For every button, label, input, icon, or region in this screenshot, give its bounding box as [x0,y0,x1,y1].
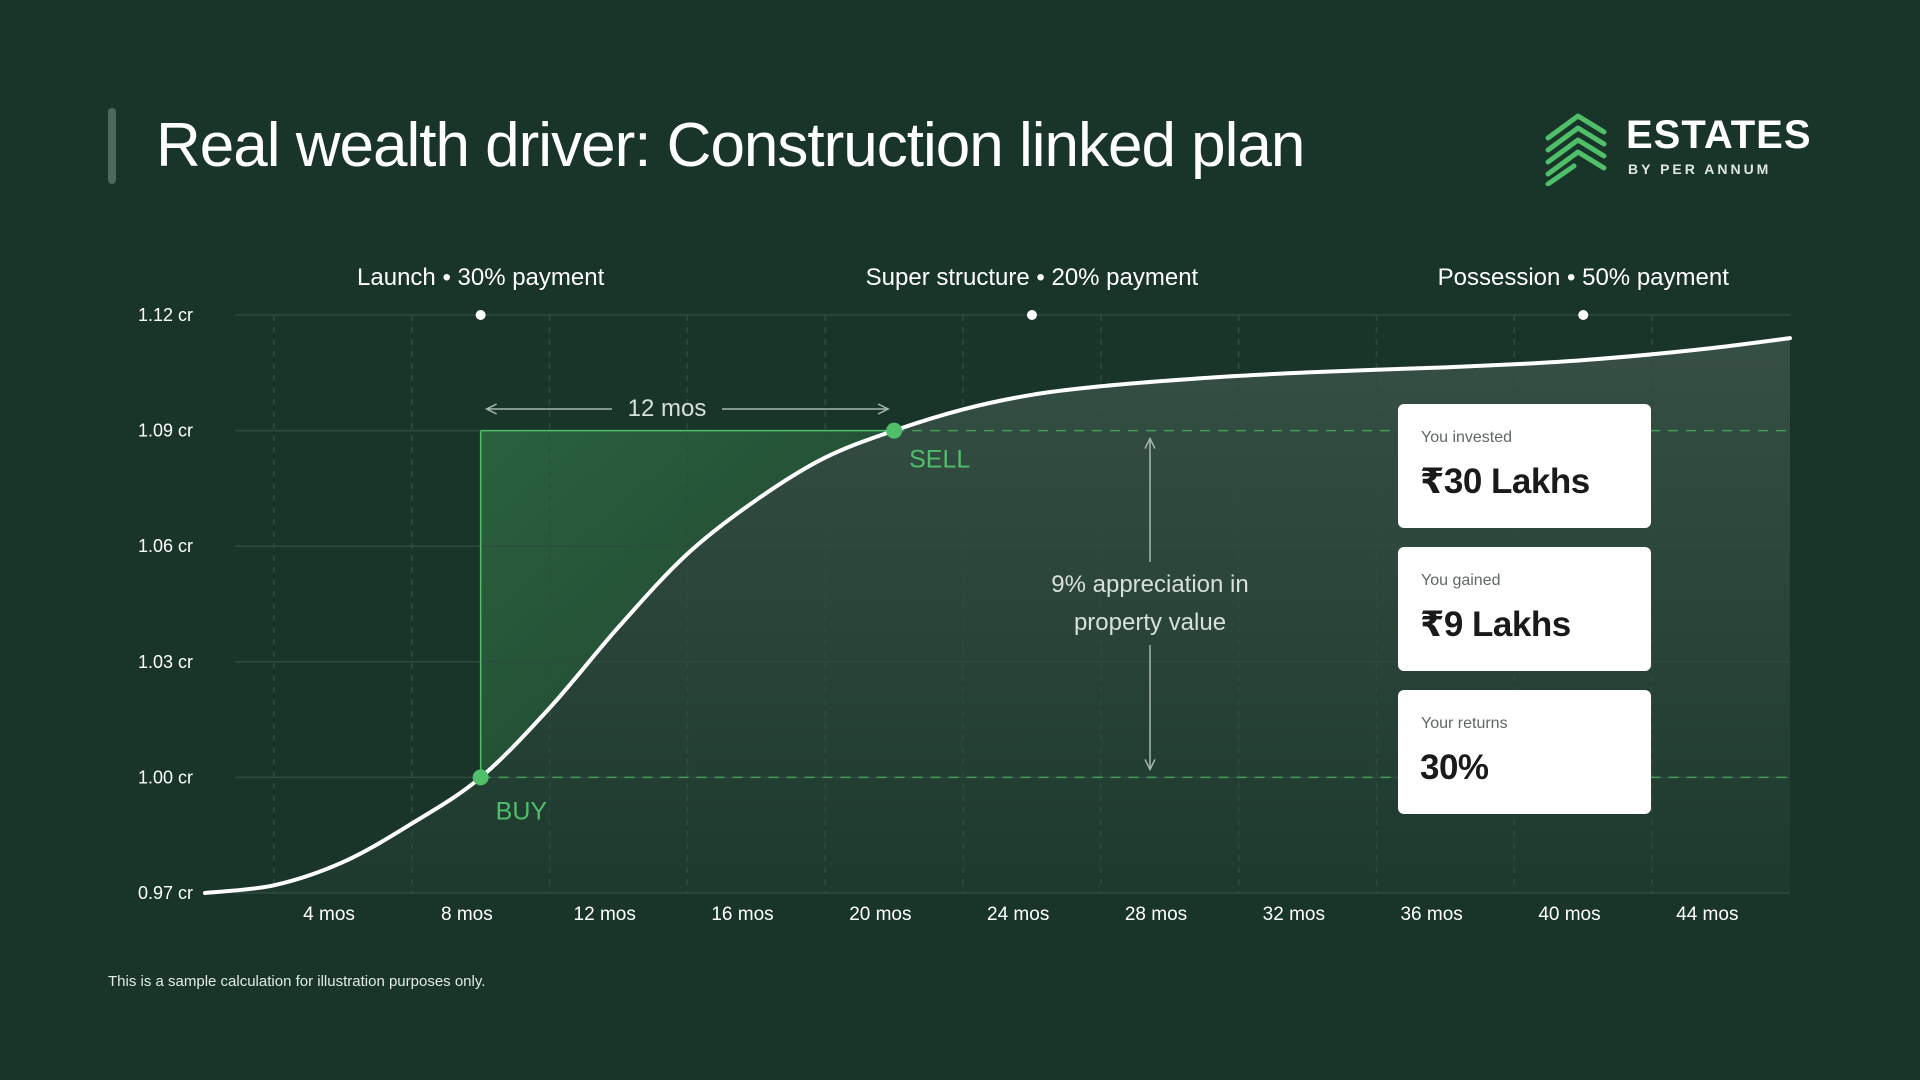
x-tick-label: 36 mos [1400,904,1462,925]
milestone-label: Possession • 50% payment [1438,264,1730,291]
holding-arrowhead-right [877,403,890,415]
sell-point [886,422,903,439]
gain-region-fill [480,430,895,778]
milestone-dot [1026,310,1037,320]
area-fill [205,338,1790,894]
holding-period-label: 12 mos [628,395,707,422]
disclaimer-footnote: This is a sample calculation for illustr… [108,973,486,990]
y-tick-label: 0.97 cr [138,883,193,903]
returns-label: Your returns [1421,715,1508,732]
invested-value: ₹30 Lakhs [1420,462,1590,501]
appreciation-arrowhead-bottom [1144,759,1156,772]
y-tick-label: 1.00 cr [138,767,193,787]
y-tick-label: 1.09 cr [138,421,193,441]
sell-label: SELL [909,446,970,474]
milestone-label: Launch • 30% payment [357,264,605,291]
milestone-dot [1578,310,1589,320]
title-accent-bar [108,108,116,184]
gained-card: You gained ₹9 Lakhs [1398,547,1651,671]
y-tick-label: 1.06 cr [138,536,193,556]
x-tick-label: 28 mos [1125,904,1187,925]
returns-value: 30% [1420,748,1489,787]
x-tick-label: 24 mos [987,904,1049,925]
buy-label: BUY [496,797,548,825]
invested-label: You invested [1421,429,1513,446]
brand-logo: ESTATES BY PER ANNUM [1544,110,1824,186]
x-tick-label: 20 mos [849,904,911,925]
x-tick-label: 8 mos [441,904,493,925]
x-tick-label: 16 mos [711,904,773,925]
milestone-dot [475,310,486,320]
gained-value: ₹9 Lakhs [1420,605,1571,644]
page-title: Real wealth driver: Construction linked … [156,111,1305,180]
x-tick-label: 40 mos [1538,904,1600,925]
x-tick-label: 44 mos [1676,904,1738,925]
y-tick-label: 1.12 cr [138,305,193,325]
stacked-chevron-logo-icon [1545,113,1607,186]
milestone-label: Super structure • 20% payment [866,264,1199,291]
returns-card: Your returns 30% [1398,690,1651,814]
gained-label: You gained [1421,572,1501,589]
buy-point [472,769,489,786]
appreciation-label-line2: property value [1074,609,1226,636]
appreciation-label-line1: 9% appreciation in [1051,571,1248,598]
invested-card: You invested ₹30 Lakhs [1398,404,1651,528]
x-tick-label: 4 mos [303,904,355,925]
x-tick-label: 32 mos [1263,904,1325,925]
appreciation-arrowhead-top [1144,436,1156,449]
brand-name: ESTATES [1626,113,1812,157]
holding-arrowhead-left [484,403,497,415]
brand-tagline: BY PER ANNUM [1628,161,1772,177]
x-tick-label: 12 mos [574,904,636,925]
y-tick-label: 1.03 cr [138,652,193,672]
